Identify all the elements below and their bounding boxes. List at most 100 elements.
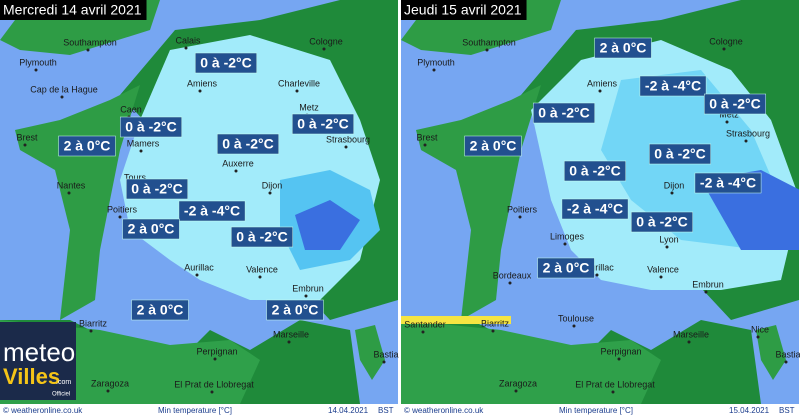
temp-label-box: [464, 135, 522, 157]
city-name: Cologne: [309, 36, 343, 46]
city-name: Marseille: [673, 329, 709, 339]
city-name: Bastia: [373, 349, 398, 359]
panel: Southampton Plymouth Cologne Amiens Metz Bres…: [401, 0, 800, 415]
city-dot: [287, 340, 291, 344]
temp-label: 2 à 0°C: [600, 40, 647, 56]
logo-line2: Villes: [3, 364, 60, 389]
city-dot: [118, 215, 122, 219]
city-name: Valence: [246, 264, 278, 274]
temp-label: 2 à 0°C: [137, 302, 184, 318]
temp-label: 2 à 0°C: [128, 221, 175, 237]
city-dot: [198, 89, 202, 93]
temp-label: 0 à -2°C: [297, 116, 349, 132]
logo-tag: Officiel: [52, 392, 70, 398]
footer-source: © weatheronline.co.uk: [3, 406, 83, 415]
footer-caption: Min temperature [°C]: [158, 406, 232, 415]
city-dot: [423, 143, 427, 147]
temp-label-box: [594, 37, 652, 59]
temp-label-box: [694, 172, 762, 194]
city-name: El Prat de Llobregat: [575, 379, 655, 389]
temp-label-box: [178, 200, 246, 222]
footer-zone: BST: [378, 406, 394, 415]
city-name: Poitiers: [107, 204, 138, 214]
city-name: Biarritz: [79, 318, 108, 328]
city-name: Southampton: [462, 37, 516, 47]
city-name: Charleville: [278, 78, 320, 88]
footer-source: © weatheronline.co.uk: [404, 406, 484, 415]
city-dot: [382, 360, 386, 364]
temp-label-box: [561, 198, 629, 220]
temp-label: 0 à -2°C: [222, 136, 274, 152]
city-name: Amiens: [587, 78, 618, 88]
logo: meteo Villes .com Officiel: [0, 322, 76, 400]
city-dot: [234, 169, 238, 173]
city-dot: [23, 143, 27, 147]
logo-line1: meteo: [3, 337, 75, 367]
city-name: Auxerre: [222, 158, 254, 168]
city-name: Valence: [647, 264, 679, 274]
city-name: Zaragoza: [91, 378, 129, 388]
city-name: Zaragoza: [499, 378, 537, 388]
temp-label: 0 à -2°C: [125, 119, 177, 135]
city-name: Metz: [719, 109, 739, 119]
temp-label-box: [639, 75, 707, 97]
panel-title: Mercredi 14 avril 2021: [3, 2, 142, 18]
temp-label: 0 à -2°C: [200, 55, 252, 71]
city-dot: [344, 145, 348, 149]
temp-label: -2 à -4°C: [184, 203, 240, 219]
city-name: Nice: [751, 324, 769, 334]
city-name: Caen: [120, 104, 142, 114]
city-dot: [514, 389, 518, 393]
city-dot: [258, 275, 262, 279]
city-name: Cologne: [709, 36, 743, 46]
logo-box: [0, 322, 76, 400]
city-dot: [195, 273, 199, 277]
temp-label: 2 à 0°C: [470, 138, 517, 154]
footer-date: 14.04.2021: [328, 406, 369, 415]
city-dot: [722, 47, 726, 51]
city-dot: [617, 357, 621, 361]
temp-label: 0 à -2°C: [709, 96, 761, 112]
city-name: Dijon: [664, 180, 685, 190]
temp-label-box: [216, 133, 280, 155]
city-dot: [421, 330, 425, 334]
temp-label-box: [291, 113, 355, 135]
temp-label: 0 à -2°C: [654, 146, 706, 162]
title-box: [401, 0, 527, 20]
panel: Southampton Plymouth Calais Cologne Cap de l…: [0, 0, 399, 415]
city-dot: [665, 245, 669, 249]
city-dot: [485, 48, 489, 52]
temp-label-box: [119, 116, 183, 138]
city-dot: [210, 390, 214, 394]
city-name: Embrun: [692, 279, 724, 289]
city-name: Southampton: [63, 37, 117, 47]
temp-label: -2 à -4°C: [645, 78, 701, 94]
city-name: Amiens: [187, 78, 218, 88]
temp-label-box: [532, 102, 596, 124]
city-dot: [595, 273, 599, 277]
panel-title: Jeudi 15 avril 2021: [404, 2, 522, 18]
city-name: Cap de la Hague: [30, 84, 98, 94]
temp-label: 0 à -2°C: [636, 214, 688, 230]
divider: [398, 0, 401, 418]
city-dot: [184, 46, 188, 50]
temp-label: 2 à 0°C: [64, 138, 111, 154]
footer-caption: Min temperature [°C]: [559, 406, 633, 415]
city-dot: [268, 191, 272, 195]
temp-label-box: [58, 135, 116, 157]
city-name: Metz: [299, 102, 319, 112]
city-dot: [572, 324, 576, 328]
temp-label-box: [194, 52, 258, 74]
city-dot: [322, 47, 326, 51]
city-name: El Prat de Llobregat: [174, 379, 254, 389]
city-dot: [784, 360, 788, 364]
city-name: Bastia: [775, 349, 800, 359]
city-dot: [670, 191, 674, 195]
temp-label-box: [230, 226, 294, 248]
city-dot: [34, 68, 38, 72]
temp-label: 0 à -2°C: [538, 105, 590, 121]
city-dot: [295, 89, 299, 93]
city-name: Marseille: [273, 329, 309, 339]
